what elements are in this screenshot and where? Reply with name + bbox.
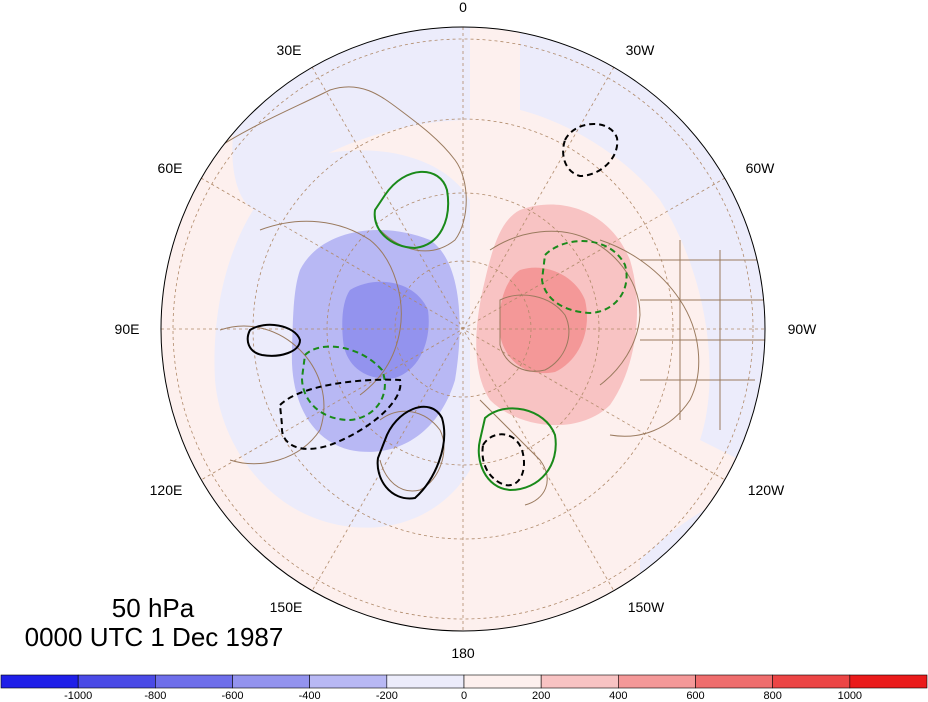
positive-contour-2 xyxy=(376,405,446,500)
lon-label-0: 0 xyxy=(459,0,467,15)
lon-label-90w: 90W xyxy=(788,321,818,337)
light-blue-region-east xyxy=(520,30,765,460)
positive-contour-3 xyxy=(562,123,619,178)
shaded-field xyxy=(161,27,765,631)
colorbar-tick-label: 200 xyxy=(532,690,550,702)
colorbar-box xyxy=(77,674,156,689)
colorbar-box xyxy=(232,674,310,689)
colorbar-box xyxy=(695,674,773,689)
colorbar-tick-label: 800 xyxy=(763,690,781,702)
positive-contour-1 xyxy=(246,323,302,357)
colorbar-tick-label: 1000 xyxy=(838,690,862,702)
timestamp-label: 0000 UTC 1 Dec 1987 xyxy=(25,622,284,652)
negative-contour-4 xyxy=(477,407,557,492)
map-border xyxy=(160,26,766,632)
contours xyxy=(246,123,628,500)
negative-contour-2 xyxy=(540,240,628,315)
colorbar-tick-label: 0 xyxy=(461,690,467,702)
colorbar-box xyxy=(463,674,542,689)
colorbar-box xyxy=(618,674,696,689)
lon-label-120w: 120W xyxy=(748,482,785,498)
lon-label-120e: 120E xyxy=(150,482,183,498)
pressure-level-label: 50 hPa xyxy=(112,593,195,623)
colorbar-tick-label: 400 xyxy=(609,690,627,702)
negative-contour-3 xyxy=(300,345,386,422)
colorbar-box xyxy=(849,674,928,689)
lon-label-150w: 150W xyxy=(628,599,665,615)
colorbar-box xyxy=(155,674,233,689)
lon-label-60e: 60E xyxy=(158,160,183,176)
lon-label-60w: 60W xyxy=(746,160,776,176)
colorbar: -1000 -800 -600 -400 -200 0 200 400 600 800 1000 xyxy=(0,674,928,702)
longitude-labels: 0 30W 60W 90W 120W 150W 180 150E 120E 90… xyxy=(115,0,818,661)
lon-label-30w: 30W xyxy=(626,42,656,58)
colorbar-tick-label: -800 xyxy=(144,690,166,702)
meridians xyxy=(161,27,765,631)
lon-label-180: 180 xyxy=(451,645,475,661)
lon-label-30e: 30E xyxy=(277,42,302,58)
colorbar-box xyxy=(0,674,79,689)
colorbar-tick-label: -600 xyxy=(221,690,243,702)
coastlines xyxy=(199,86,765,506)
colorbar-tick-label: -200 xyxy=(376,690,398,702)
red-anomaly-inner xyxy=(499,267,587,374)
lon-label-150e: 150E xyxy=(270,599,303,615)
colorbar-tick-label: -400 xyxy=(299,690,321,702)
colorbar-tick-label: 600 xyxy=(686,690,704,702)
colorbar-box xyxy=(309,674,388,689)
colorbar-tick-labels: -1000 -800 -600 -400 -200 0 200 400 600 800 1000 xyxy=(64,690,862,702)
negative-contour-1 xyxy=(373,170,449,250)
blue-anomaly-inner xyxy=(342,281,429,379)
positive-contour-4 xyxy=(278,378,402,450)
lon-label-90e: 90E xyxy=(115,321,140,337)
colorbar-box xyxy=(540,674,619,689)
colorbar-box xyxy=(772,674,851,689)
colorbar-box xyxy=(386,674,465,689)
colorbar-tick-label: -1000 xyxy=(64,690,92,702)
positive-contour-5 xyxy=(481,433,525,487)
colorbar-boxes xyxy=(0,674,928,689)
